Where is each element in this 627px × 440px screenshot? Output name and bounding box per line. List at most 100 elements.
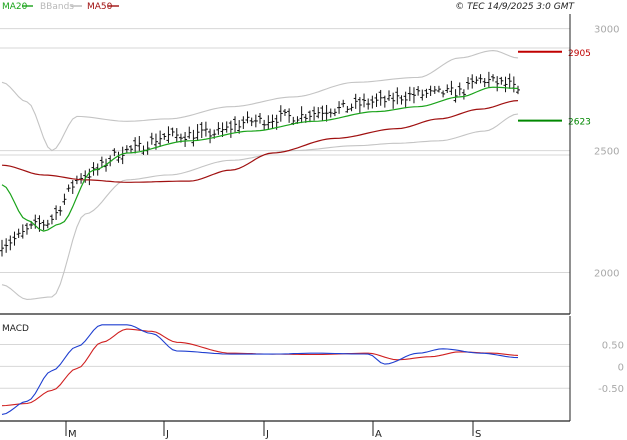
price-bar bbox=[320, 105, 325, 122]
x-tick-label: M bbox=[68, 429, 77, 440]
price-bar bbox=[262, 119, 267, 130]
price-bar bbox=[112, 148, 117, 157]
price-bar bbox=[511, 76, 516, 93]
price-bar bbox=[120, 146, 125, 165]
x-tick-label: S bbox=[475, 429, 481, 440]
price-bar bbox=[45, 219, 50, 229]
price-bar bbox=[461, 89, 466, 100]
price-bar bbox=[208, 128, 213, 144]
price-bar bbox=[407, 86, 412, 102]
price-bar bbox=[441, 90, 446, 98]
price-bar bbox=[341, 99, 346, 108]
price-bar bbox=[503, 76, 508, 93]
macd-y-tick-label: 0 bbox=[618, 362, 624, 373]
price-bar bbox=[183, 131, 188, 147]
price-bar bbox=[370, 95, 375, 109]
price-bar bbox=[79, 173, 84, 184]
price-bar bbox=[445, 84, 450, 93]
price-bar bbox=[270, 114, 275, 129]
price-bar bbox=[66, 184, 71, 192]
price-bar bbox=[70, 180, 75, 194]
macd-y-tick-label: 0.50 bbox=[602, 340, 624, 351]
price-bar bbox=[170, 127, 175, 137]
price-bar bbox=[124, 145, 129, 154]
price-bar bbox=[133, 137, 138, 154]
price-bar bbox=[224, 121, 229, 133]
price-bar bbox=[49, 214, 54, 225]
legend-label-ma50: MA50 bbox=[87, 2, 113, 12]
price-bar bbox=[312, 106, 317, 121]
price-bar bbox=[253, 114, 258, 128]
price-bar bbox=[337, 101, 342, 114]
bollinger-bands bbox=[1, 50, 519, 300]
price-bars bbox=[0, 71, 520, 257]
price-bar bbox=[116, 151, 121, 163]
price-bar bbox=[162, 133, 167, 140]
price-bar bbox=[166, 126, 171, 143]
macd-signal-line bbox=[1, 328, 519, 407]
price-bar bbox=[266, 115, 271, 130]
price-bar bbox=[482, 78, 487, 88]
price-bar bbox=[203, 121, 208, 137]
price-bar bbox=[137, 136, 142, 151]
x-tick-label: J bbox=[165, 429, 169, 440]
price-bar bbox=[470, 74, 475, 89]
price-bar bbox=[241, 116, 246, 129]
level-label-resistance: 2905 bbox=[568, 49, 591, 59]
price-bar bbox=[399, 95, 404, 105]
price-bar bbox=[499, 76, 504, 85]
price-bar bbox=[129, 145, 133, 154]
price-bar bbox=[216, 122, 221, 135]
price-bar bbox=[457, 82, 462, 96]
price-y-tick-label: 2000 bbox=[594, 269, 619, 280]
macd-pane: MACD 0.50 0 -0.50 bbox=[0, 316, 624, 422]
price-bar bbox=[4, 238, 9, 253]
price-bar bbox=[328, 108, 333, 118]
macd-y-tick-label: -0.50 bbox=[598, 384, 624, 395]
timestamp-stamp: © TEC 14/9/2025 3:0 GMT bbox=[455, 2, 575, 12]
price-bar bbox=[282, 108, 287, 116]
price-bar bbox=[287, 108, 292, 123]
price-bar bbox=[324, 104, 329, 122]
price-bar bbox=[145, 141, 150, 155]
price-bar bbox=[278, 105, 283, 122]
legend-label-ma20: MA20 bbox=[2, 2, 28, 12]
price-y-ticks: 2000 2500 3000 bbox=[594, 25, 619, 280]
price-bar bbox=[420, 89, 425, 101]
price-bar bbox=[54, 205, 59, 220]
price-bar bbox=[228, 120, 233, 138]
price-bar bbox=[58, 206, 63, 216]
price-bar bbox=[12, 231, 17, 246]
price-bar bbox=[411, 87, 416, 104]
legend: MA20 BBands MA50 bbox=[2, 2, 119, 12]
price-bar bbox=[424, 88, 429, 98]
price-bar bbox=[374, 93, 379, 107]
price-bar bbox=[449, 80, 454, 96]
price-pane: 2905 2623 2000 2500 3000 bbox=[0, 14, 619, 315]
price-bar bbox=[403, 91, 408, 109]
ma20-line bbox=[1, 86, 519, 232]
price-bar bbox=[432, 85, 437, 94]
price-bar bbox=[99, 156, 104, 168]
price-bar bbox=[174, 128, 179, 143]
price-bar bbox=[220, 122, 225, 137]
moving-averages bbox=[1, 86, 519, 232]
price-bar bbox=[362, 93, 367, 108]
macd-grid bbox=[0, 343, 570, 389]
price-bar bbox=[249, 117, 254, 127]
price-bar bbox=[416, 86, 421, 96]
price-bar bbox=[349, 103, 354, 112]
price-bar bbox=[20, 224, 25, 239]
price-bar bbox=[516, 85, 520, 95]
price-bar bbox=[428, 85, 433, 96]
price-bar bbox=[332, 108, 337, 117]
price-bar bbox=[0, 239, 4, 257]
price-bar bbox=[486, 71, 491, 88]
price-bar bbox=[233, 116, 238, 133]
level-label-support: 2623 bbox=[568, 118, 591, 128]
price-bar bbox=[149, 132, 154, 145]
price-bar bbox=[391, 92, 396, 109]
price-bar bbox=[41, 219, 46, 231]
price-bar bbox=[158, 130, 163, 147]
